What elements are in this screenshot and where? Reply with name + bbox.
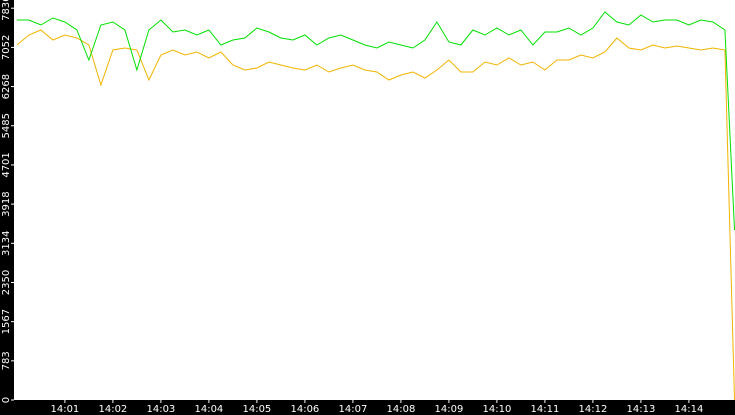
series-line (16, 29, 735, 401)
y-tick-label: 7052 (1, 35, 12, 60)
x-tick-label: 14:06 (290, 404, 319, 415)
x-tick-label: 14:09 (434, 404, 463, 415)
y-tick-label: 3134 (1, 231, 12, 256)
y-tick-label: 2350 (1, 270, 12, 295)
x-tick-label: 14:08 (386, 404, 415, 415)
y-tick-label: 4701 (1, 152, 12, 177)
y-tick-label: 6268 (1, 74, 12, 99)
y-tick-label: 0 (1, 397, 12, 403)
x-tick-label: 14:11 (530, 404, 559, 415)
x-tick-label: 14:01 (50, 404, 79, 415)
series-line (16, 11, 735, 231)
x-tick-label: 14:14 (675, 404, 704, 415)
x-tick-label: 14:12 (578, 404, 607, 415)
y-tick-label: 3918 (1, 191, 12, 216)
x-tick-label: 14:02 (98, 404, 127, 415)
y-tick-label: 5485 (1, 113, 12, 138)
y-tick-label: 7836 (1, 0, 12, 21)
y-tick-label: 1567 (1, 309, 12, 334)
y-tick-label: 783 (1, 351, 12, 370)
x-axis-strip (0, 400, 735, 415)
y-axis-strip (0, 0, 14, 415)
x-tick-label: 14:07 (338, 404, 367, 415)
x-tick-label: 14:10 (482, 404, 511, 415)
x-tick-label: 14:05 (242, 404, 271, 415)
x-tick-label: 14:04 (194, 404, 223, 415)
x-tick-label: 14:03 (146, 404, 175, 415)
x-tick-label: 14:13 (627, 404, 656, 415)
